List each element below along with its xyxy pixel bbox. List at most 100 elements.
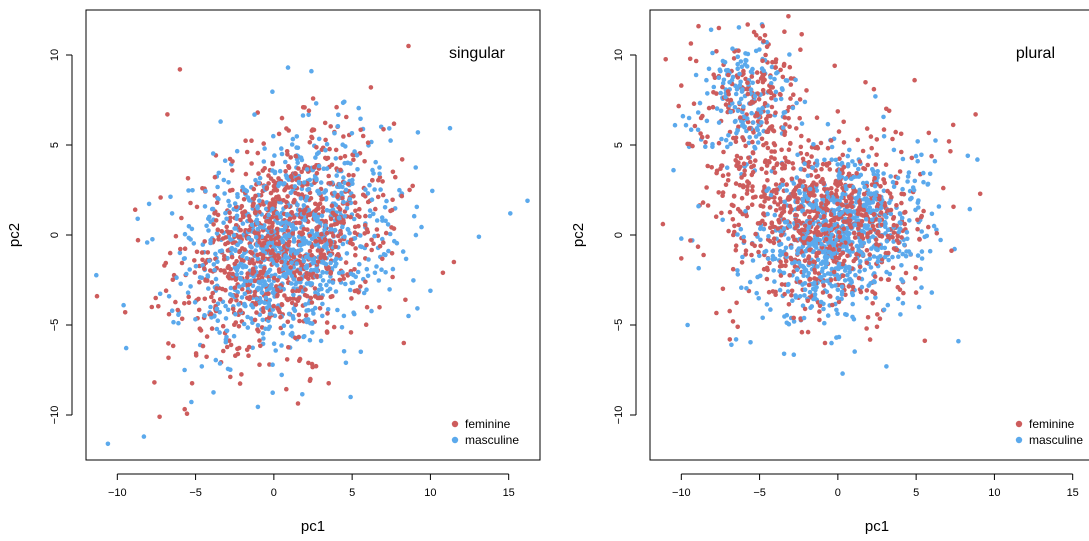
point-masculine [824, 289, 830, 295]
point-masculine [355, 269, 361, 275]
point-feminine [720, 286, 726, 292]
point-masculine [839, 292, 845, 297]
point-feminine [341, 276, 347, 281]
point-masculine [758, 110, 764, 115]
point-feminine [779, 282, 785, 287]
point-feminine [218, 268, 224, 273]
point-feminine [227, 219, 233, 224]
point-masculine [841, 244, 846, 249]
point-masculine [223, 337, 229, 342]
point-feminine [237, 381, 243, 386]
point-feminine [223, 235, 228, 240]
point-feminine [188, 200, 193, 206]
point-feminine [353, 246, 358, 251]
point-masculine [215, 259, 220, 265]
point-masculine [300, 392, 305, 397]
point-masculine [257, 175, 263, 181]
point-feminine [346, 172, 352, 178]
point-feminine [761, 266, 767, 272]
point-feminine [331, 324, 337, 330]
point-masculine [278, 181, 284, 186]
point-masculine [927, 248, 933, 254]
point-masculine [823, 248, 828, 254]
point-feminine [267, 218, 273, 223]
point-masculine [883, 221, 888, 227]
point-masculine [323, 147, 328, 153]
point-feminine [251, 186, 257, 192]
point-masculine [870, 208, 876, 213]
point-masculine [186, 188, 191, 193]
point-masculine [704, 77, 709, 83]
point-masculine [381, 252, 387, 257]
point-masculine [836, 261, 842, 267]
point-feminine [766, 196, 771, 201]
point-feminine [762, 221, 768, 227]
point-feminine [242, 209, 248, 214]
point-feminine [817, 303, 823, 309]
point-masculine [347, 230, 352, 236]
point-masculine [975, 157, 980, 162]
point-feminine [269, 229, 274, 235]
point-masculine [260, 317, 266, 323]
point-masculine [403, 256, 409, 262]
legend-label-masculine: masculine [1029, 433, 1083, 447]
point-feminine [356, 290, 361, 295]
point-feminine [857, 159, 863, 164]
legend-label-masculine: masculine [465, 433, 519, 447]
point-feminine [782, 291, 787, 297]
point-feminine [156, 304, 161, 309]
point-feminine [859, 233, 865, 238]
point-feminine [166, 311, 172, 317]
point-feminine [745, 91, 751, 97]
point-feminine [192, 258, 197, 263]
point-feminine [733, 135, 739, 141]
point-feminine [765, 145, 771, 151]
point-masculine [329, 266, 335, 271]
point-feminine [249, 161, 254, 166]
point-feminine [227, 275, 232, 281]
point-feminine [856, 226, 861, 231]
point-masculine [316, 136, 322, 142]
point-feminine [255, 150, 261, 156]
point-masculine [797, 294, 803, 299]
point-masculine [94, 272, 99, 278]
point-feminine [795, 199, 800, 205]
point-masculine [253, 248, 258, 253]
point-feminine [727, 209, 733, 215]
point-masculine [270, 362, 275, 368]
point-feminine [293, 153, 299, 159]
point-masculine [919, 249, 925, 254]
point-feminine [166, 341, 171, 346]
point-masculine [818, 299, 824, 305]
point-masculine [324, 166, 330, 171]
point-feminine [162, 263, 167, 268]
point-feminine [745, 188, 750, 193]
point-masculine [919, 152, 924, 158]
point-masculine [169, 308, 175, 314]
point-masculine [476, 234, 482, 240]
point-feminine [241, 197, 247, 202]
point-feminine [973, 112, 978, 117]
point-masculine [810, 165, 815, 171]
point-feminine [802, 187, 808, 192]
point-feminine [779, 263, 785, 269]
point-masculine [298, 196, 304, 201]
point-feminine [855, 137, 861, 143]
point-masculine [886, 257, 891, 263]
point-feminine [750, 170, 756, 175]
point-feminine [205, 278, 210, 283]
point-feminine [352, 267, 357, 272]
point-feminine [890, 136, 895, 142]
point-feminine [389, 225, 394, 230]
point-feminine [312, 286, 318, 291]
point-feminine [749, 252, 754, 258]
point-feminine [797, 115, 802, 121]
point-masculine [783, 78, 789, 83]
point-masculine [915, 200, 921, 205]
point-feminine [692, 123, 698, 129]
point-masculine [850, 314, 855, 320]
point-masculine [835, 207, 841, 212]
point-masculine [232, 201, 238, 206]
point-masculine [266, 278, 272, 283]
point-feminine [807, 214, 812, 220]
